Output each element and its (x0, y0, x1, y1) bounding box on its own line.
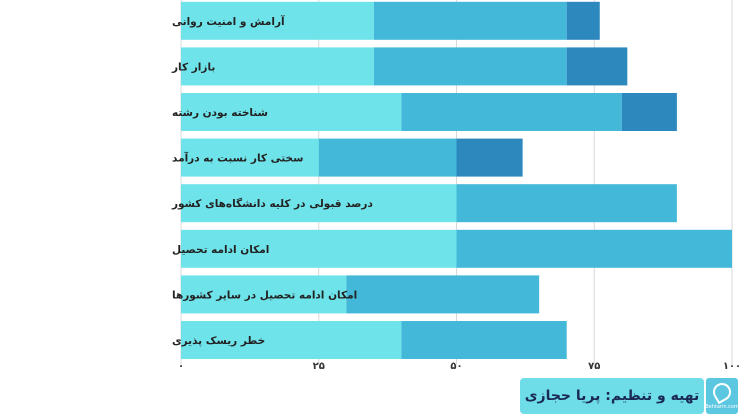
bar-segment (181, 1, 374, 40)
x-tick-label: ۲۵ (313, 361, 325, 372)
bar-segment (566, 1, 600, 40)
category-label: شناخته بودن رشته (172, 107, 268, 119)
x-tick-label: ۷۵ (588, 361, 600, 372)
bars (181, 1, 732, 359)
bar-segment (373, 1, 567, 40)
bar-segment (621, 93, 677, 131)
category-label: بازار کار (171, 61, 215, 73)
bar-segment (181, 321, 402, 359)
category-label: امکان ادامه تحصیل (172, 244, 269, 256)
logo-text: Behtarin.com (705, 403, 739, 410)
bar-segment (346, 275, 540, 314)
bar-segment (181, 93, 402, 131)
chart: آرامش و امنیت روانی بازار کار شناخته بودن … (171, 0, 740, 372)
bar-segment (318, 138, 457, 177)
x-tick-label: ۱۰۰ (723, 361, 740, 372)
bar-segment (373, 47, 567, 86)
category-label: سختی کار نسبت به درآمد (172, 152, 303, 165)
bar-segment (456, 229, 732, 268)
credit-text: تهیه و تنظیم: پریا حجازی (524, 388, 700, 404)
x-tick-label: ۰ (178, 361, 184, 372)
category-labels: آرامش و امنیت روانی بازار کار شناخته بودن … (171, 15, 373, 347)
category-label: درصد قبولی در کلیه دانشگاه‌های کشور (171, 197, 373, 210)
bar-segment (401, 321, 567, 359)
bar-segment (456, 184, 677, 223)
logo-mark (709, 379, 735, 404)
bar-segment (566, 47, 628, 86)
category-label: آرامش و امنیت روانی (172, 15, 285, 28)
x-axis-ticks: ۰ ۲۵ ۵۰ ۷۵ ۱۰۰ (178, 361, 740, 372)
bar-segment (181, 229, 457, 268)
bar-segment (181, 47, 374, 86)
bar-segment (456, 138, 523, 177)
bar-segment (401, 93, 622, 131)
bar-segment (181, 138, 319, 177)
category-label: خطر ریسک پذیری (172, 335, 265, 347)
x-tick-label: ۵۰ (450, 361, 462, 372)
credit-box: تهیه و تنظیم: پریا حجازی (520, 378, 704, 414)
bar-segment (181, 275, 347, 314)
category-label: امکان ادامه تحصیل در سایر کشورها (172, 289, 357, 301)
bar-segment (181, 184, 457, 223)
brand-logo-icon: Behtarin.com (705, 378, 739, 414)
